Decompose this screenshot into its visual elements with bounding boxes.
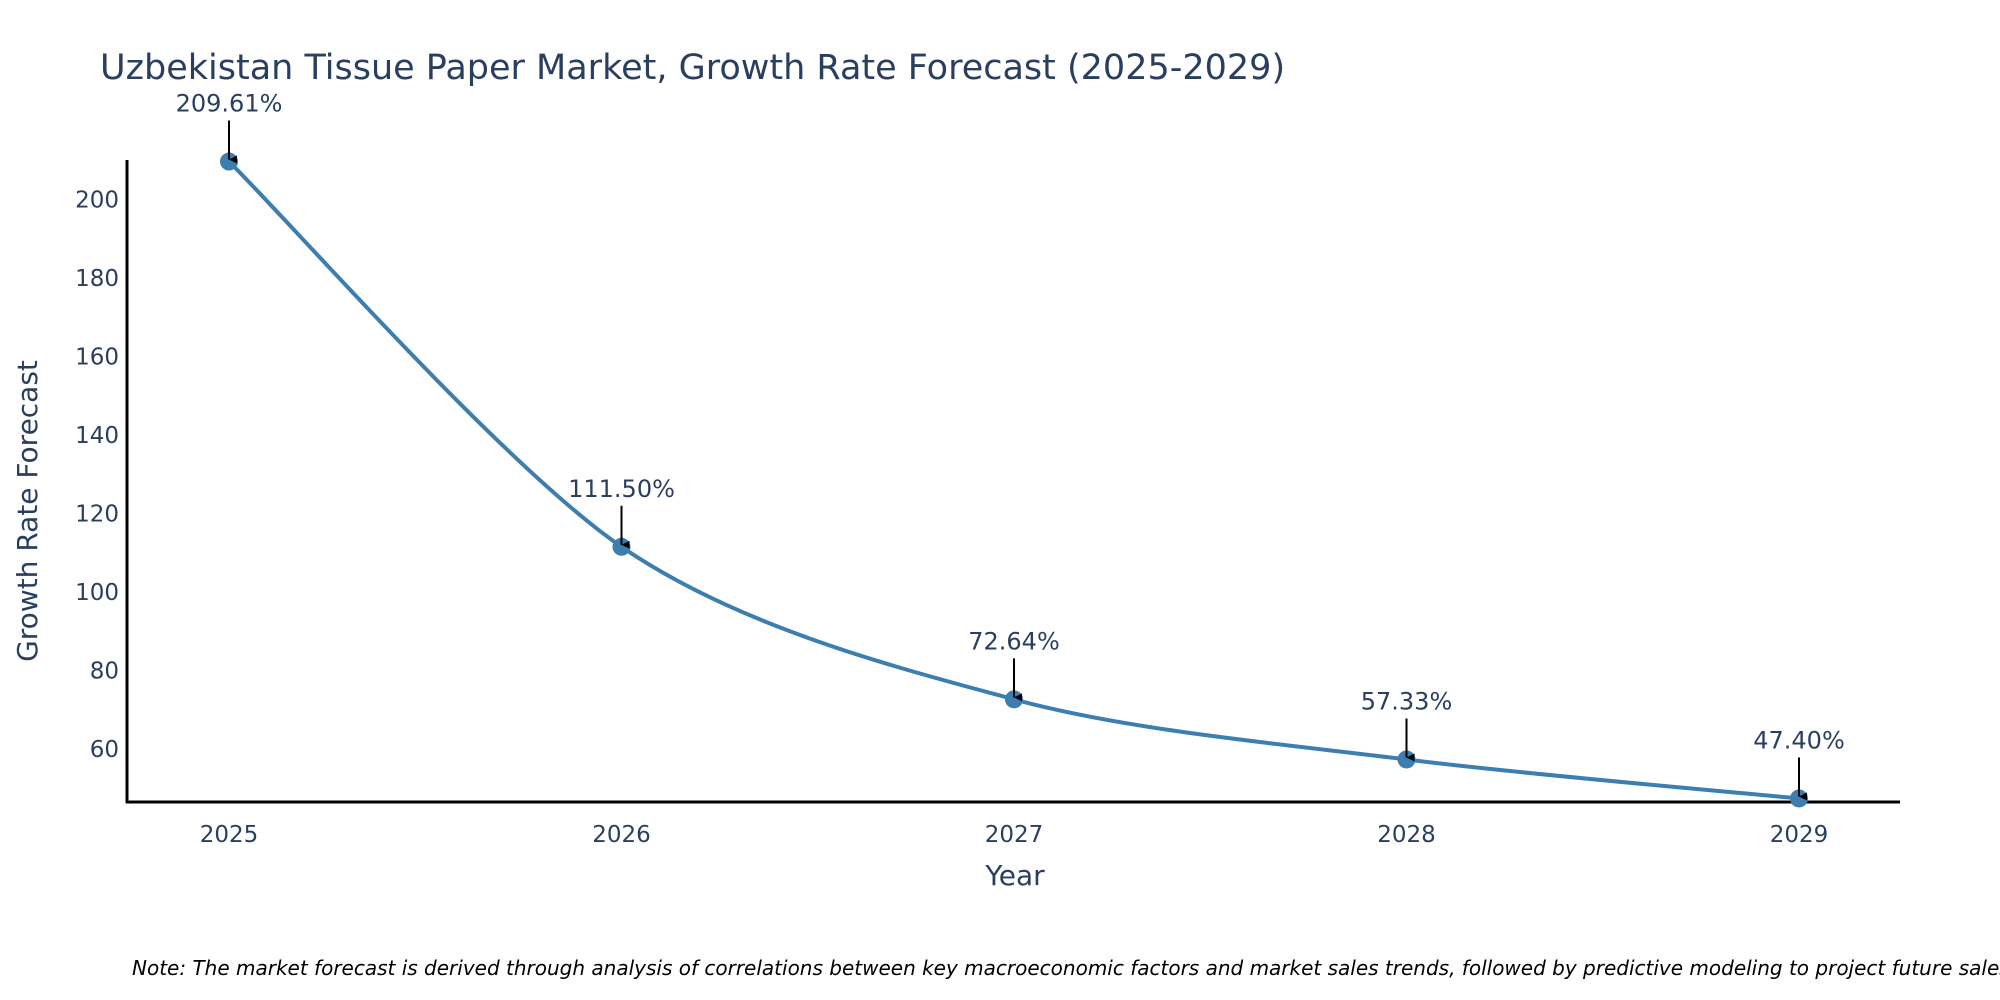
- y-tick-label: 80: [90, 658, 119, 684]
- y-tick-label: 200: [75, 187, 119, 213]
- x-tick-label: 2027: [985, 822, 1044, 848]
- x-tick-label: 2026: [592, 822, 651, 848]
- y-tick-label: 120: [75, 501, 119, 527]
- x-axis: 2025 2026 2027 2028 2029: [126, 800, 1900, 848]
- x-tick-label: 2025: [200, 822, 259, 848]
- x-tick-label: 2029: [1770, 822, 1829, 848]
- x-axis-title: Year: [984, 859, 1045, 892]
- data-label: 72.64%: [968, 627, 1060, 655]
- series-line: [227, 160, 1800, 801]
- y-tick-label: 100: [75, 580, 119, 606]
- y-tick-label: 160: [75, 344, 119, 370]
- y-tick-label: 60: [90, 737, 119, 763]
- data-annotations: 209.61% 111.50% 72.64% 57.33% 47.40%: [176, 90, 1845, 801]
- x-tick-label: 2028: [1377, 822, 1436, 848]
- data-label: 57.33%: [1361, 687, 1453, 715]
- series-growth-rate: [227, 160, 1800, 801]
- data-label: 209.61%: [176, 90, 283, 118]
- footnote: Note: The market forecast is derived thr…: [132, 956, 2000, 980]
- y-tick-label: 140: [75, 423, 119, 449]
- data-points: [220, 152, 1808, 808]
- data-label: 47.40%: [1753, 726, 1845, 754]
- y-tick-label: 180: [75, 266, 119, 292]
- y-axis-title: Growth Rate Forecast: [11, 360, 44, 662]
- chart-title: Uzbekistan Tissue Paper Market, Growth R…: [100, 48, 1285, 88]
- data-label: 111.50%: [568, 475, 675, 503]
- y-axis: 60 80 100 120 140 160 180 200: [75, 160, 129, 803]
